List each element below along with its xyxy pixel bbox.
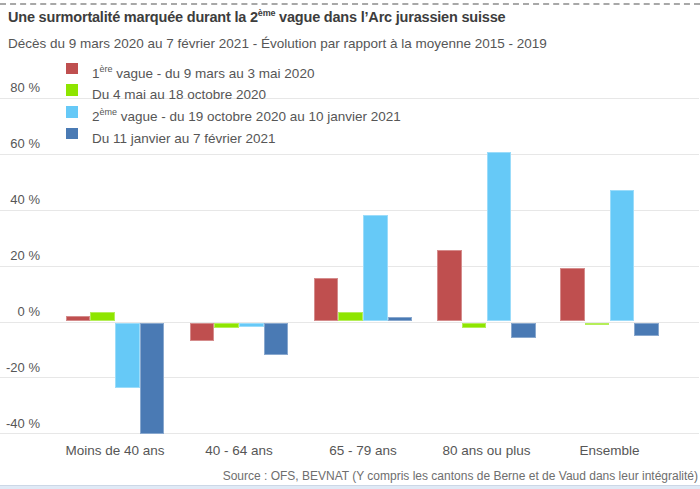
bar-series2-group1 <box>90 312 115 322</box>
legend-label: 1ère vague - du 9 mars au 3 mai 2020 <box>92 62 512 81</box>
legend-label-text-end: Du 4 mai au 18 octobre 2020 <box>92 87 266 102</box>
x-axis-category-label: Moins de 40 ans <box>45 443 185 458</box>
y-axis-tick-label: -20 % <box>0 360 40 376</box>
y-axis-tick-label: 80 % <box>0 80 40 96</box>
gridline-40 <box>0 210 699 211</box>
legend-label-superscript: ème <box>100 107 118 117</box>
legend-label: Du 11 janvier au 7 février 2021 <box>92 127 512 146</box>
bar-series2-group2 <box>214 323 239 329</box>
legend-label-text: 1 <box>92 65 100 80</box>
bar-series4-group2 <box>264 323 289 355</box>
bar-series4-group1 <box>140 323 165 435</box>
bar-series1-group2 <box>190 323 215 341</box>
gridline-20 <box>0 266 699 267</box>
legend-swatch-icon <box>66 106 78 118</box>
bar-series3-group2 <box>239 323 264 327</box>
legend-label-text-end: vague - du 19 octobre 2020 au 10 janvier… <box>117 109 401 124</box>
gridline--40 <box>0 433 699 434</box>
x-axis-category-label: 80 ans ou plus <box>417 443 557 458</box>
y-axis-tick-label: 40 % <box>0 192 40 208</box>
bar-series2-group4 <box>462 323 487 329</box>
bar-series3-group3 <box>363 215 388 321</box>
bar-series1-group5 <box>560 268 585 321</box>
y-axis-tick-label: 20 % <box>0 248 40 264</box>
bar-series1-group4 <box>437 250 462 321</box>
legend-label-superscript: ère <box>100 64 113 74</box>
bar-series4-group5 <box>634 323 659 337</box>
bar-series3-group5 <box>610 190 635 321</box>
bar-series2-group3 <box>338 312 363 322</box>
bar-series1-group3 <box>314 278 339 321</box>
legend-label: Du 4 mai au 18 octobre 2020 <box>92 83 512 102</box>
legend-swatch-icon <box>66 84 78 96</box>
legend-swatch-icon <box>66 63 78 75</box>
y-axis-tick-label: 60 % <box>0 136 40 152</box>
y-axis-tick-label: 0 % <box>0 304 40 320</box>
y-axis-tick-label: -40 % <box>0 416 40 432</box>
bar-series4-group3 <box>388 317 413 321</box>
legend-label-text: 2 <box>92 109 100 124</box>
bar-series3-group4 <box>487 152 512 321</box>
x-axis-category-label: 40 - 64 ans <box>169 443 309 458</box>
legend-label-text-end: vague - du 9 mars au 3 mai 2020 <box>113 65 315 80</box>
bottom-strip <box>0 485 700 489</box>
legend-label-text-end: Du 11 janvier au 7 février 2021 <box>92 130 276 145</box>
gridline--20 <box>0 377 699 378</box>
bar-series3-group1 <box>115 323 140 389</box>
gridline-60 <box>0 154 699 155</box>
source-note: Source : OFS, BEVNAT (Y compris les cant… <box>8 469 698 483</box>
x-axis-category-label: Ensemble <box>540 443 680 458</box>
bar-series1-group1 <box>66 316 91 322</box>
bar-series4-group4 <box>511 323 536 338</box>
chart-page: Une surmortalité marquée durant la 2ème … <box>0 0 700 489</box>
bar-series2-group5 <box>585 323 610 326</box>
x-axis-category-label: 65 - 79 ans <box>293 443 433 458</box>
legend-label: 2ème vague - du 19 octobre 2020 au 10 ja… <box>92 105 512 124</box>
legend-swatch-icon <box>66 128 78 140</box>
